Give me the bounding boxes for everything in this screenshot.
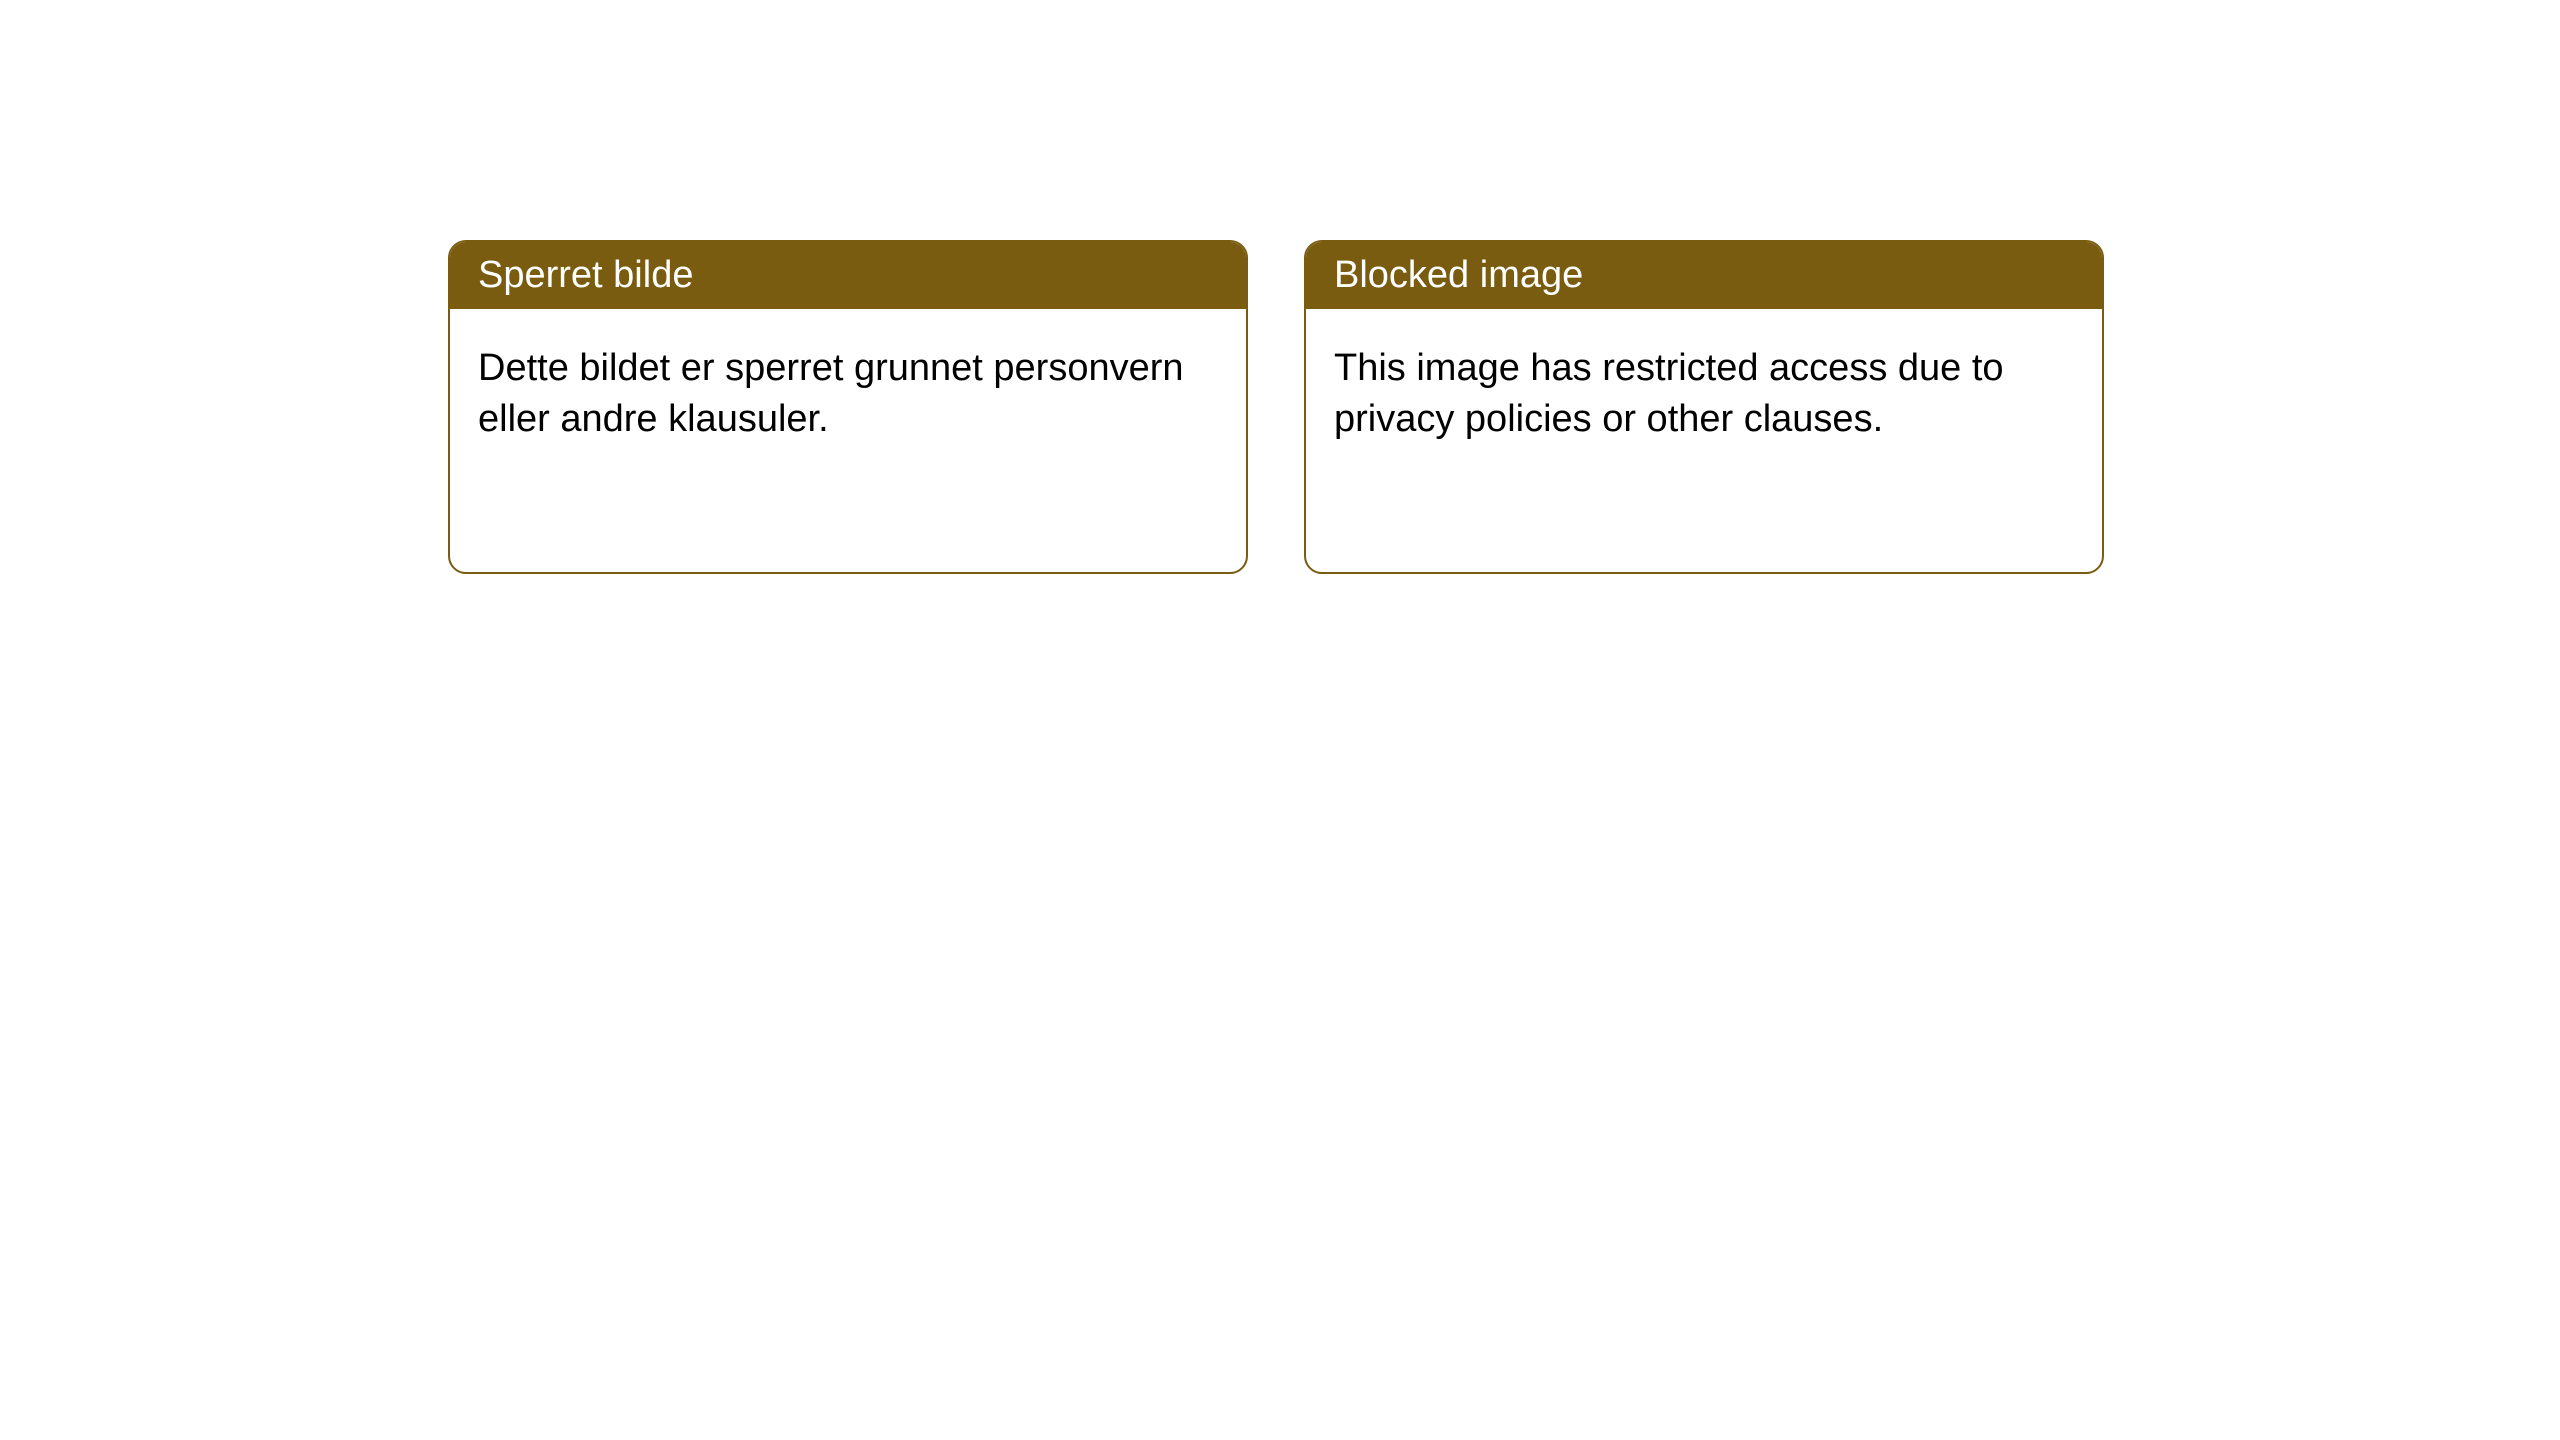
card-title: Blocked image xyxy=(1334,254,1583,296)
card-body: Dette bildet er sperret grunnet personve… xyxy=(450,309,1246,480)
card-body-text: This image has restricted access due to … xyxy=(1334,347,2004,440)
card-header: Blocked image xyxy=(1306,242,2102,309)
card-title: Sperret bilde xyxy=(478,254,693,296)
card-body-text: Dette bildet er sperret grunnet personve… xyxy=(478,347,1184,440)
blocked-image-card-en: Blocked image This image has restricted … xyxy=(1304,240,2104,574)
card-header: Sperret bilde xyxy=(450,242,1246,309)
blocked-image-card-no: Sperret bilde Dette bildet er sperret gr… xyxy=(448,240,1248,574)
card-body: This image has restricted access due to … xyxy=(1306,309,2102,480)
notice-container: Sperret bilde Dette bildet er sperret gr… xyxy=(0,0,2560,574)
